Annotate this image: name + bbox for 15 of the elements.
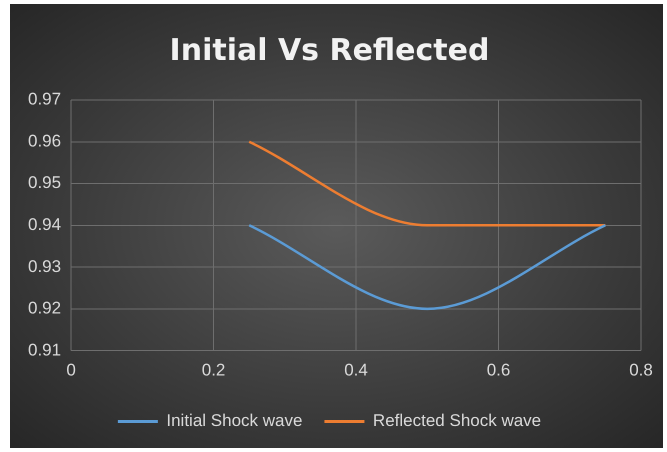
- x-tick-label: 0.4: [344, 360, 368, 380]
- y-tick-label: 0.95: [28, 173, 62, 192]
- x-tick-label: 0.8: [629, 360, 653, 380]
- y-tick-label: 0.94: [28, 214, 62, 234]
- y-tick-label: 0.93: [28, 256, 62, 276]
- legend-label: Initial Shock wave: [166, 411, 302, 430]
- y-tick-label: 0.91: [28, 340, 62, 360]
- legend-label: Reflected Shock wave: [372, 411, 542, 430]
- y-tick-label: 0.92: [28, 298, 62, 318]
- y-tick-label: 0.97: [28, 90, 62, 109]
- x-tick-label: 0.6: [486, 360, 510, 380]
- x-tick-label: 0: [66, 360, 76, 380]
- x-tick-label: 0.2: [202, 360, 226, 380]
- chart-title: Initial Vs Reflected: [170, 32, 490, 68]
- y-tick-label: 0.96: [28, 131, 62, 150]
